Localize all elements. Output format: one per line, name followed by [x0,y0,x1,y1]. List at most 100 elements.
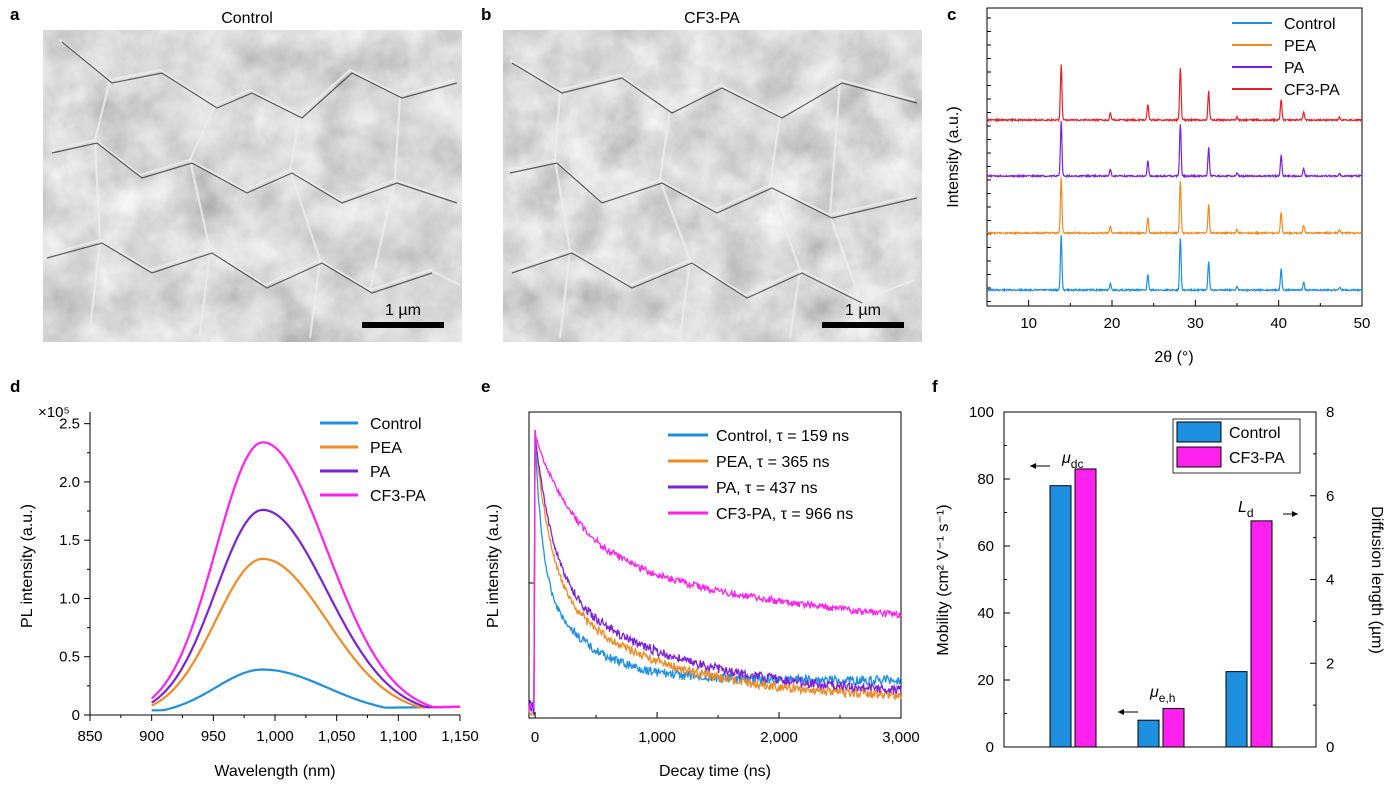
e-x-tick-label: 0 [531,729,539,746]
c-series-CF3-PA [986,64,1363,123]
e-x-tick-label: 2,000 [760,729,798,746]
d-y-label: PL intensity (a.u.) [19,504,36,628]
c-x-label: 2θ (°) [1154,349,1193,366]
e-series [528,429,902,717]
c-legend-label: Control [1284,16,1336,33]
f-y2-tick-label: 4 [1326,572,1334,589]
f-y-tick-label: 100 [969,404,994,421]
panel-letter-c: c [947,5,956,24]
e-series-CF3-PA [528,429,902,712]
f-y2-tick-label: 6 [1326,488,1334,505]
e-y-label: PL intensity (a.u.) [485,504,502,628]
d-series-Control [151,668,461,712]
f-y-tick-label: 0 [986,739,994,756]
d-series-PEA [151,557,461,709]
d-y-tick-label: 1.5 [59,532,80,549]
c-x-tick-label: 10 [1020,315,1037,332]
panel-c: c 10 20 30 40 50 Intensity (a.u.) 2θ (°) Con… [945,5,1370,366]
d-x-tick-label: 1,000 [256,728,294,745]
e-x-label: Decay time (ns) [659,763,771,780]
d-series-PA [151,508,461,709]
e-series-Control [528,429,902,711]
c-series-Control [986,235,1363,293]
f-y-tick-label: 40 [977,605,994,622]
f-y2-tick-label: 0 [1326,739,1334,756]
sem-image-control: 1 µm [43,30,462,342]
f-axes: 0 20 40 60 80 100 0 2 4 6 8 [969,404,1334,756]
panel-letter-f: f [932,377,938,396]
c-x-tick-label: 50 [1354,315,1371,332]
f-y-label: Mobility (cm² V⁻¹ s⁻¹) [935,504,952,655]
f-group-label: Ld [1238,499,1254,520]
f-y-tick-label: 80 [977,471,994,488]
panel-b: b CF3-PA 1 µm [481,5,922,342]
e-series-PEA [528,429,902,717]
panel-letter-b: b [481,5,491,24]
scalebar-b-label: 1 µm [845,302,881,319]
d-multiplier: ×10⁵ [38,404,70,421]
panel-letter-d: d [10,377,20,396]
e-x-tick-label: 3,000 [882,729,920,746]
scalebar-a [362,322,444,328]
f-group-label: μe,h [1149,684,1175,705]
d-x-tick-label: 1,050 [318,728,356,745]
f-legend-label: Control [1229,425,1281,442]
c-series [986,64,1363,293]
f-bar-CF3-PA [1074,468,1097,748]
e-legend-label: CF3-PA, τ = 966 ns [716,506,853,523]
panel-b-title: CF3-PA [684,10,740,27]
panel-a-title: Control [221,10,273,27]
e-series-PA [528,429,902,716]
e-axes: 0 1,000 2,000 3,000 [529,582,920,746]
d-series [150,441,461,712]
panel-d: d ×10⁵ 850 900 950 1,000 1,050 1,100 1,150 0 0.5… [10,377,479,780]
d-y-tick-label: 2.0 [59,474,80,491]
sem-image-cf3pa: 1 µm [503,30,922,342]
e-legend-label: PEA, τ = 365 ns [716,454,830,471]
d-legend-label: CF3-PA [370,488,426,505]
f-legend-label: CF3-PA [1229,450,1285,467]
f-bar-CF3-PA [1250,520,1273,748]
d-legend: Control PEA PA CF3-PA [320,416,426,505]
f-bar-Control [1225,671,1248,748]
scalebar-a-label: 1 µm [385,302,421,319]
d-y-tick-label: 0 [72,707,80,724]
f-legend-swatch [1176,421,1222,443]
e-legend: Control, τ = 159 ns PEA, τ = 365 ns PA, τ … [668,428,853,523]
c-x-tick-label: 20 [1104,315,1121,332]
c-series-PA [986,121,1363,179]
d-x-tick-label: 950 [201,728,226,745]
d-legend-label: Control [370,416,422,433]
d-y-tick-label: 2.5 [59,416,80,433]
panel-letter-e: e [481,377,490,396]
e-legend-label: PA, τ = 437 ns [716,480,818,497]
panel-a: a Control 1 µm [10,5,462,342]
panel-e: e 0 1,000 2,000 3,000 PL intensity (a.u.) D… [481,377,920,780]
d-x-label: Wavelength (nm) [214,763,335,780]
d-x-tick-label: 850 [77,728,102,745]
c-x-axis: 10 20 30 40 50 [986,300,1371,332]
c-legend-label: PEA [1284,38,1316,55]
c-y-minor-ticks [987,17,991,302]
scalebar-b [822,322,904,328]
d-y-tick-label: 1.0 [59,590,80,607]
c-x-tick-label: 30 [1187,315,1204,332]
c-series-PEA [986,177,1363,236]
f-y-tick-label: 60 [977,538,994,555]
d-legend-label: PEA [370,440,402,457]
c-x-tick-label: 40 [1270,315,1287,332]
panel-f: f 0 20 40 60 80 100 0 2 4 6 8 μdc μe,h Ld Mobility (… [932,377,1385,756]
c-legend-label: CF3-PA [1284,82,1340,99]
c-legend-label: PA [1284,60,1304,77]
d-series-CF3-PA [150,441,461,709]
d-legend-label: PA [370,464,390,481]
c-y-label: Intensity (a.u.) [945,106,962,207]
f-group-label: μdc [1061,450,1083,471]
f-legend: Control CF3-PA [1172,418,1301,474]
d-y-tick-label: 0.5 [59,649,80,666]
f-y2-label: Diffusion length (µm) [1368,506,1385,654]
d-x-tick-label: 900 [139,728,164,745]
panel-letter-a: a [10,5,20,24]
d-x-tick-label: 1,150 [441,728,479,745]
